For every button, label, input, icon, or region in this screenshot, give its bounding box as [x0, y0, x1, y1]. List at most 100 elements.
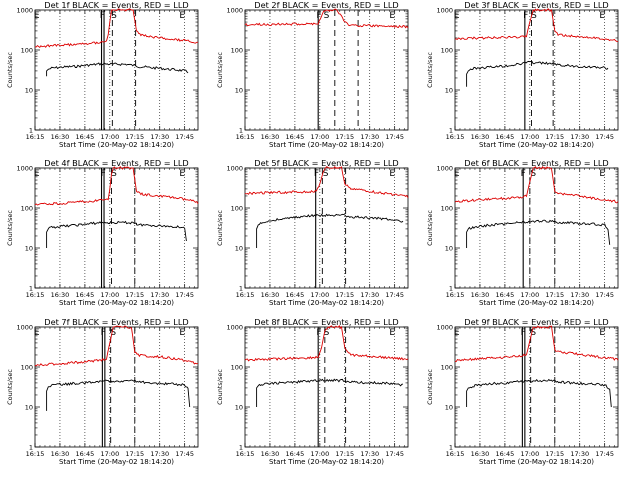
x-tick-label: 17:45	[175, 133, 194, 141]
series-lld-line	[244, 8, 409, 29]
chart-title: Det 5f BLACK = Events, RED = LLD	[254, 158, 398, 168]
x-tick-label: 16:45	[76, 450, 95, 458]
y-tick-label: 10	[25, 404, 33, 412]
y-axis-label: Counts/sec	[426, 210, 434, 246]
marker-label-s: S	[111, 11, 117, 21]
chart-title: Det 2f BLACK = Events, RED = LLD	[254, 0, 398, 10]
x-tick-label: 17:30	[360, 291, 379, 299]
marker-label-e: E	[454, 328, 460, 338]
chart-panel-9: Det 9f BLACK = Events, RED = LLD Counts/s…	[426, 317, 619, 466]
chart-panel-3: Det 3f BLACK = Events, RED = LLD Counts/s…	[426, 0, 619, 149]
x-tick-label: 16:15	[236, 133, 255, 141]
x-tick-label: 16:15	[446, 291, 465, 299]
x-tick-label: 16:30	[261, 291, 280, 299]
y-tick-label: 1000	[16, 324, 33, 332]
y-tick-label: 100	[231, 47, 243, 55]
marker-label-s: S	[324, 11, 330, 21]
x-tick-label: 16:45	[286, 133, 305, 141]
y-tick-label: 100	[231, 364, 243, 372]
x-tick-label: 17:00	[100, 291, 119, 299]
x-tick-label: 17:15	[545, 133, 564, 141]
marker-label-e: E	[179, 11, 185, 21]
marker-label-e: E	[389, 328, 395, 338]
y-axis-label: Counts/sec	[216, 210, 224, 246]
series-events-line	[466, 219, 611, 248]
x-tick-label: 17:00	[520, 133, 539, 141]
marker-label-e: E	[599, 328, 605, 338]
x-axis-label: Start Time (20-May-02 18:14:20)	[269, 141, 384, 149]
marker-label-e: E	[34, 11, 40, 21]
y-tick-label: 100	[21, 205, 33, 213]
y-tick-label: 1000	[226, 324, 243, 332]
x-tick-label: 16:30	[471, 450, 490, 458]
marker-label-s: S	[323, 169, 329, 179]
x-tick-label: 17:00	[310, 450, 329, 458]
series-lld-line	[34, 8, 199, 49]
x-tick-label: 17:30	[570, 133, 589, 141]
y-tick-label: 1000	[16, 165, 33, 173]
series-events-line	[256, 378, 404, 407]
x-axis-label: Start Time (20-May-02 18:14:20)	[59, 299, 174, 307]
x-tick-label: 17:15	[125, 133, 144, 141]
plot-frame	[34, 326, 199, 448]
series-events-line	[256, 213, 404, 248]
y-tick-label: 1000	[436, 324, 453, 332]
y-tick-label: 1	[239, 444, 243, 452]
marker-label-e: E	[454, 11, 460, 21]
y-tick-label: 10	[25, 87, 33, 95]
y-tick-label: 1	[449, 444, 453, 452]
marker-label-f: F	[521, 169, 526, 179]
x-tick-label: 17:15	[335, 291, 354, 299]
x-tick-label: 16:30	[51, 133, 70, 141]
x-tick-label: 16:15	[446, 450, 465, 458]
marker-label-e: E	[599, 11, 605, 21]
x-axis-label: Start Time (20-May-02 18:14:20)	[59, 141, 174, 149]
y-axis-label: Counts/sec	[216, 52, 224, 88]
plot-frame	[454, 326, 619, 448]
chart-panel-7: Det 7f BLACK = Events, RED = LLD Counts/s…	[6, 317, 199, 466]
y-tick-label: 1	[449, 127, 453, 135]
y-tick-label: 1000	[226, 165, 243, 173]
y-tick-label: 100	[441, 205, 453, 213]
chart-title: Det 3f BLACK = Events, RED = LLD	[464, 0, 608, 10]
x-tick-label: 16:15	[236, 450, 255, 458]
chart-title: Det 7f BLACK = Events, RED = LLD	[44, 317, 188, 327]
x-tick-label: 16:45	[286, 291, 305, 299]
x-tick-label: 16:45	[76, 291, 95, 299]
chart-panel-4: Det 4f BLACK = Events, RED = LLD Counts/s…	[6, 158, 199, 307]
y-axis-label: Counts/sec	[216, 369, 224, 405]
y-tick-label: 1	[449, 285, 453, 293]
x-tick-label: 17:15	[125, 291, 144, 299]
x-tick-label: 16:15	[26, 133, 45, 141]
marker-label-e: E	[599, 169, 605, 179]
series-lld-line	[34, 325, 199, 367]
y-tick-label: 1000	[226, 7, 243, 15]
series-lld-line	[34, 166, 199, 206]
x-tick-label: 17:45	[595, 291, 614, 299]
x-tick-label: 16:30	[51, 291, 70, 299]
marker-label-f: F	[101, 169, 106, 179]
y-tick-label: 100	[21, 364, 33, 372]
marker-label-f: F	[523, 11, 528, 21]
marker-label-f: F	[521, 328, 526, 338]
x-tick-label: 16:30	[51, 450, 70, 458]
x-tick-label: 17:00	[520, 291, 539, 299]
x-tick-label: 16:15	[236, 291, 255, 299]
series-events-line	[46, 62, 189, 77]
x-tick-label: 17:30	[150, 133, 169, 141]
x-tick-label: 17:45	[385, 291, 404, 299]
marker-label-f: F	[101, 328, 106, 338]
x-tick-label: 17:30	[570, 450, 589, 458]
y-tick-label: 1	[239, 127, 243, 135]
y-axis-label: Counts/sec	[6, 210, 14, 246]
y-tick-label: 1000	[16, 7, 33, 15]
x-axis-label: Start Time (20-May-02 18:14:20)	[59, 458, 174, 466]
x-tick-label: 17:15	[545, 291, 564, 299]
marker-label-s: S	[324, 328, 330, 338]
x-tick-label: 17:00	[100, 450, 119, 458]
marker-label-e: E	[179, 328, 185, 338]
y-axis-label: Counts/sec	[6, 369, 14, 405]
chart-panel-1: Det 1f BLACK = Events, RED = LLD Counts/s…	[6, 0, 199, 149]
x-tick-label: 17:00	[100, 133, 119, 141]
